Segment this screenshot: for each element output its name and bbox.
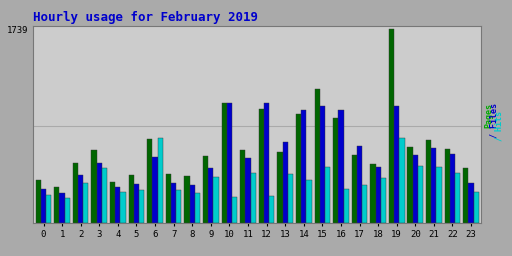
- Bar: [301, 111, 306, 223]
- Bar: [250, 173, 256, 223]
- Bar: [184, 176, 189, 223]
- Bar: [78, 175, 83, 223]
- Bar: [59, 193, 65, 223]
- Bar: [288, 174, 293, 223]
- Bar: [176, 190, 181, 223]
- Bar: [264, 103, 269, 223]
- Bar: [474, 191, 479, 223]
- Bar: [208, 168, 214, 223]
- Bar: [362, 185, 367, 223]
- Bar: [166, 174, 171, 223]
- Bar: [36, 180, 41, 223]
- Bar: [283, 142, 288, 223]
- Bar: [83, 183, 89, 223]
- Bar: [338, 111, 344, 223]
- Bar: [444, 149, 450, 223]
- Bar: [203, 156, 208, 223]
- Bar: [389, 29, 394, 223]
- Text: Hourly usage for February 2019: Hourly usage for February 2019: [33, 12, 258, 24]
- Bar: [269, 196, 274, 223]
- Bar: [97, 163, 102, 223]
- Bar: [431, 148, 436, 223]
- Bar: [129, 175, 134, 223]
- Bar: [319, 106, 325, 223]
- Bar: [413, 155, 418, 223]
- Bar: [418, 166, 423, 223]
- Bar: [73, 163, 78, 223]
- Bar: [153, 157, 158, 223]
- Bar: [455, 173, 460, 223]
- Bar: [394, 106, 399, 223]
- Text: Pages: Pages: [484, 103, 494, 128]
- Bar: [306, 180, 312, 223]
- Bar: [352, 155, 357, 223]
- Bar: [296, 114, 301, 223]
- Bar: [147, 139, 153, 223]
- Bar: [259, 109, 264, 223]
- Bar: [134, 184, 139, 223]
- Bar: [357, 146, 362, 223]
- Bar: [41, 189, 46, 223]
- Bar: [278, 152, 283, 223]
- Bar: [314, 89, 319, 223]
- Bar: [115, 187, 120, 223]
- Bar: [375, 167, 381, 223]
- Bar: [245, 158, 250, 223]
- Bar: [436, 167, 442, 223]
- Bar: [158, 138, 163, 223]
- Bar: [426, 141, 431, 223]
- Bar: [214, 177, 219, 223]
- Bar: [189, 185, 195, 223]
- Bar: [450, 154, 455, 223]
- Bar: [325, 167, 330, 223]
- Bar: [408, 147, 413, 223]
- Bar: [240, 151, 245, 223]
- Bar: [232, 197, 237, 223]
- Bar: [463, 168, 468, 223]
- Bar: [468, 183, 474, 223]
- Bar: [195, 193, 200, 223]
- Bar: [333, 118, 338, 223]
- Bar: [65, 198, 70, 223]
- Bar: [370, 164, 375, 223]
- Bar: [102, 168, 107, 223]
- Text: / Hits: / Hits: [495, 111, 504, 145]
- Bar: [344, 189, 349, 223]
- Bar: [171, 183, 176, 223]
- Bar: [120, 191, 125, 223]
- Bar: [227, 103, 232, 223]
- Bar: [139, 190, 144, 223]
- Bar: [46, 195, 51, 223]
- Bar: [110, 182, 115, 223]
- Bar: [54, 187, 59, 223]
- Bar: [92, 151, 97, 223]
- Text: / Files: / Files: [489, 103, 499, 143]
- Bar: [381, 178, 386, 223]
- Bar: [222, 103, 227, 223]
- Bar: [399, 138, 404, 223]
